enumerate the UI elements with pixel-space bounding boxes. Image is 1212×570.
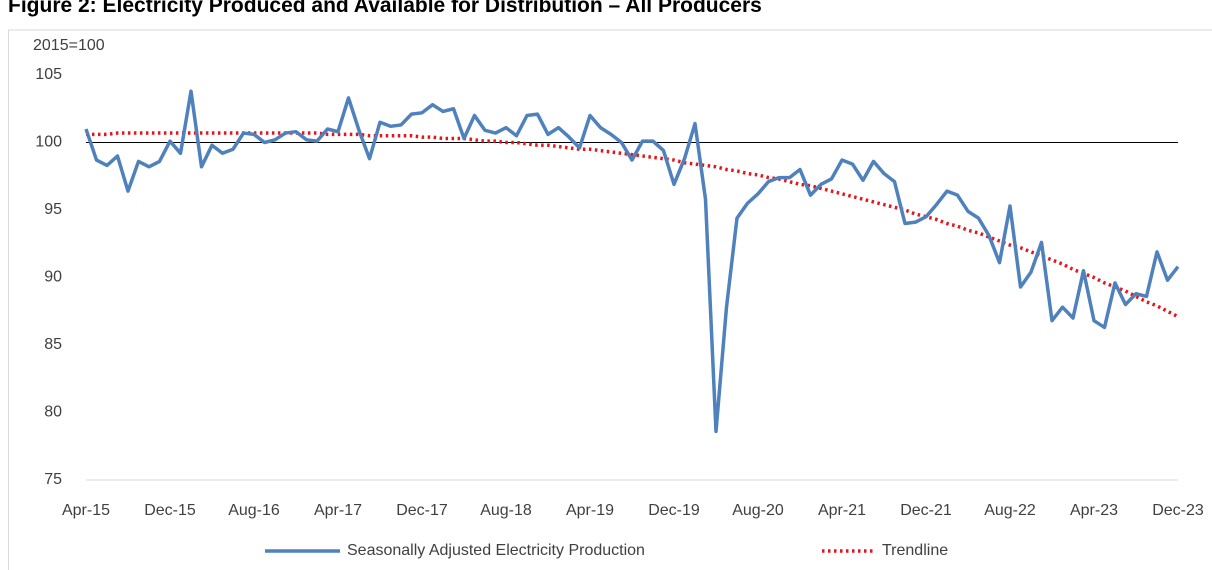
x-tick-label: Dec-17 [396,502,448,519]
y-tick-label: 105 [35,66,62,83]
x-tick-label: Dec-15 [144,502,196,519]
chart-frame [8,29,1212,570]
x-tick-label: Dec-19 [648,502,700,519]
x-tick-label: Aug-20 [732,502,784,519]
legend-label: Trendline [882,542,948,559]
x-tick-label: Dec-23 [1152,502,1204,519]
y-tick-label: 85 [44,336,62,353]
x-tick-label: Apr-17 [314,502,362,519]
x-tick-label: Apr-15 [62,502,110,519]
y-tick-label: 80 [44,404,62,421]
y-axis-label: 2015=100 [33,37,105,54]
x-tick-label: Apr-19 [566,502,614,519]
x-tick-label: Aug-18 [480,502,532,519]
y-tick-label: 75 [44,471,62,488]
chart-title: Figure 2: Electricity Produced and Avail… [8,0,762,17]
series-line [86,131,1179,319]
series-line [84,89,1180,434]
x-tick-label: Apr-21 [818,502,866,519]
x-tick-label: Apr-23 [1070,502,1118,519]
x-tick-label: Aug-16 [228,502,280,519]
x-tick-label: Dec-21 [900,502,952,519]
y-tick-label: 90 [44,269,62,286]
x-tick-label: Aug-22 [984,502,1036,519]
y-tick-label: 95 [44,201,62,218]
legend-label: Seasonally Adjusted Electricity Producti… [347,542,645,559]
y-tick-label: 100 [35,134,62,151]
